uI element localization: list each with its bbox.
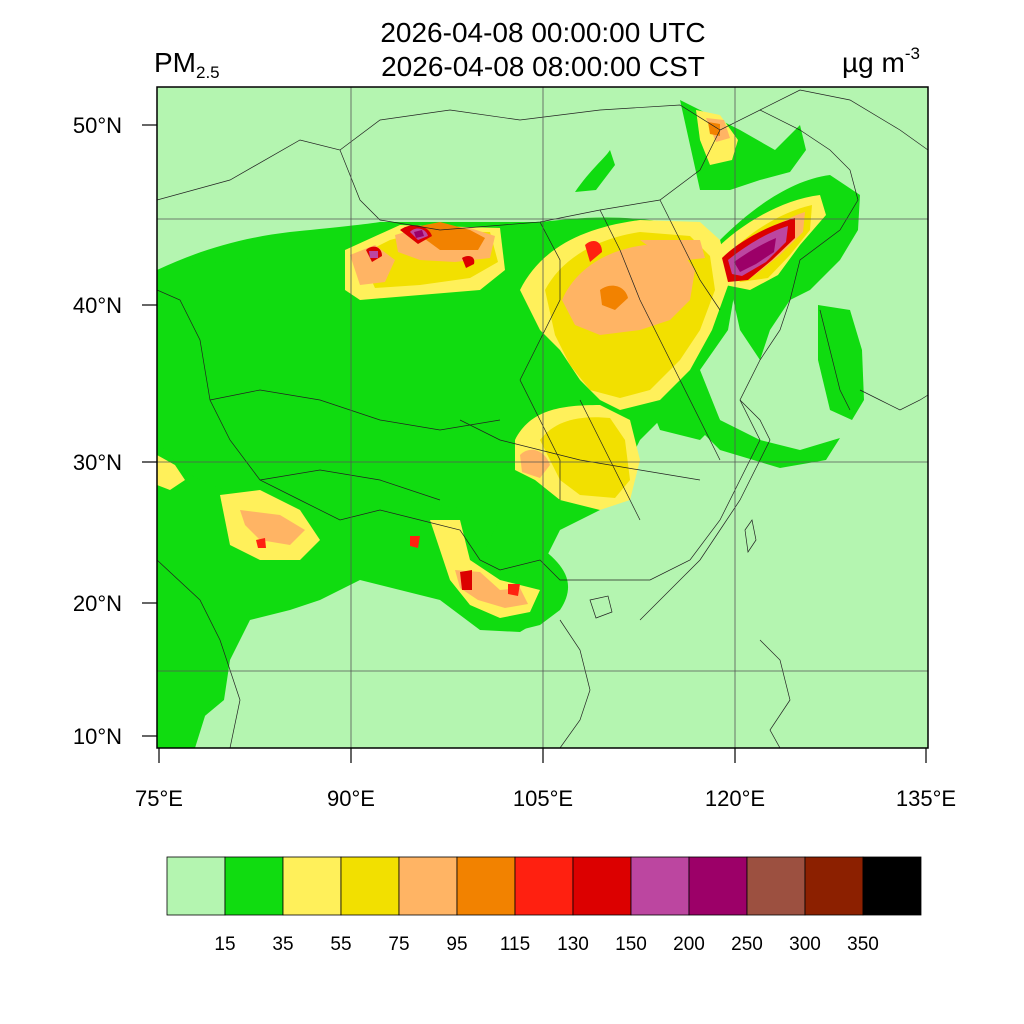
pm25-field: [157, 87, 928, 748]
title-cst: 2026-04-08 08:00:00 CST: [381, 51, 705, 82]
colorbar-box: [456, 856, 516, 916]
xinjiang-light-orange-west: [350, 245, 395, 285]
colorbar-box: [514, 856, 574, 916]
yunnan-red-spot-a: [460, 570, 472, 590]
lon-label-135e: 135°E: [896, 786, 956, 811]
colorbar-box: [572, 856, 632, 916]
colorbar-label: 250: [731, 934, 763, 955]
north-china-light-orange: [562, 245, 695, 335]
inner-mongolia-light-orange: [640, 240, 705, 262]
province-lines-north: [519, 199, 721, 381]
variable-label: PM2.5: [154, 47, 220, 82]
tibet-light-orange: [240, 510, 305, 545]
india-border: [157, 559, 241, 748]
title-utc: 2026-04-08 00:00:00 UTC: [380, 17, 705, 48]
yunnan-red-spot-b: [508, 584, 520, 596]
yunnan-light-orange: [455, 570, 528, 608]
xinjiang-orange-hotspot: [410, 222, 485, 250]
coastline-east: [639, 399, 771, 621]
colorbar-box: [688, 856, 748, 916]
taiwan: [744, 519, 757, 553]
units-sup: -3: [905, 44, 920, 63]
colorbar-label: 115: [500, 934, 530, 955]
lat-label-20n: 20°N: [73, 591, 122, 616]
colorbar-label: 55: [330, 934, 351, 955]
lon-ticks: [158, 748, 927, 763]
north-china-orange-hotspot: [600, 285, 628, 310]
colorbar-label: 15: [214, 934, 235, 955]
colorbar-box: [282, 856, 342, 916]
xinjiang-purple-core: [414, 230, 424, 238]
colorbar-box: [166, 856, 226, 916]
colorbar-label: 35: [272, 934, 293, 955]
units-label: µg m-3: [842, 44, 920, 78]
boundary-lines: [157, 89, 928, 748]
mongolia-green-spot: [575, 150, 615, 192]
coastline-korea: [819, 309, 851, 411]
lat-labels: 50°N 40°N 30°N 20°N 10°N: [73, 113, 122, 749]
colorbar-box: [224, 856, 284, 916]
colorbar-label: 150: [615, 934, 647, 955]
lat-label-50n: 50°N: [73, 113, 122, 138]
china-border: [157, 109, 859, 581]
north-china-red-hotspot: [585, 240, 602, 262]
colorbar-label: 75: [388, 934, 409, 955]
xinjiang-east-red-hotspot: [462, 256, 475, 268]
lat-label-30n: 30°N: [73, 450, 122, 475]
philippines: [759, 639, 791, 748]
province-lines-west: [209, 389, 501, 501]
colorbar-labels: 15 35 55 75 95 115 130 150 200 250 300 350: [214, 934, 878, 955]
colorbar-box: [340, 856, 400, 916]
lon-labels: 75°E 90°E 105°E 120°E 135°E: [135, 786, 956, 811]
province-lines-south: [459, 379, 721, 521]
lat-label-10n: 10°N: [73, 724, 122, 749]
colorbar-label: 95: [446, 934, 467, 955]
graticule: [157, 87, 928, 748]
tibet-red-spot: [256, 538, 266, 548]
variable-main: PM: [154, 47, 196, 78]
lon-label-90e: 90°E: [327, 786, 375, 811]
lat-ticks: [142, 124, 157, 737]
yunnan-red-spot-c: [410, 536, 420, 548]
mongolia-border: [339, 104, 721, 151]
west-green-strip: [157, 248, 360, 305]
xinjiang-west-magenta-hotspot: [369, 251, 378, 258]
sichuan-yellow: [540, 417, 630, 498]
colorbar-label: 200: [673, 934, 705, 955]
lon-label-105e: 105°E: [513, 786, 573, 811]
manchuria-purple-core: [734, 238, 776, 272]
coastline-japan: [859, 389, 928, 411]
colorbar-label: 130: [557, 934, 589, 955]
northeast-orange-spot: [708, 122, 720, 136]
colorbar-box: [398, 856, 458, 916]
colorbar-box: [804, 856, 864, 916]
hainan: [589, 595, 613, 619]
lat-label-40n: 40°N: [73, 293, 122, 318]
russia-border: [759, 89, 928, 151]
colorbar-label: 300: [789, 934, 821, 955]
colorbar-box: [630, 856, 690, 916]
units-main: µg m: [842, 47, 905, 78]
colorbar: [166, 856, 922, 916]
high-level-hotspots: [256, 122, 795, 596]
colorbar-box: [746, 856, 806, 916]
west-light-yellow: [157, 455, 185, 490]
lon-label-75e: 75°E: [135, 786, 183, 811]
sichuan-light-orange: [520, 449, 550, 478]
indochina-coast: [559, 619, 591, 748]
colorbar-label: 350: [847, 934, 879, 955]
colorbar-box: [862, 856, 922, 916]
lon-label-120e: 120°E: [705, 786, 765, 811]
korea-green-zone: [818, 305, 864, 420]
variable-sub: 2.5: [196, 63, 220, 82]
